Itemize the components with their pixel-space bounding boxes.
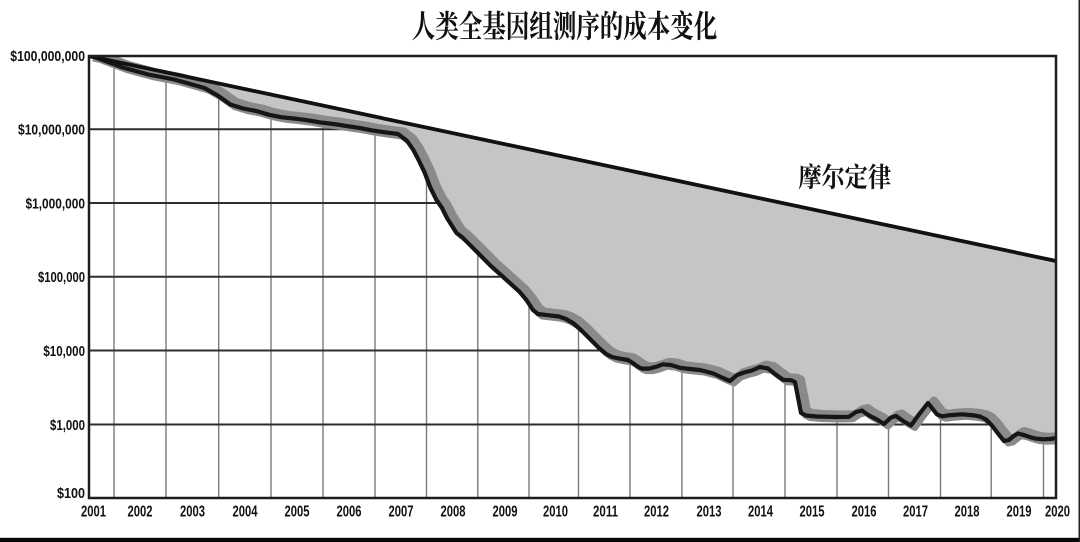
svg-text:2006: 2006 (337, 504, 362, 521)
svg-text:2013: 2013 (697, 504, 722, 521)
svg-text:$100,000,000: $100,000,000 (10, 48, 85, 65)
svg-text:2004: 2004 (233, 504, 258, 521)
svg-text:2016: 2016 (852, 504, 877, 521)
svg-text:2009: 2009 (493, 504, 518, 521)
svg-text:2011: 2011 (593, 504, 618, 521)
svg-text:2003: 2003 (180, 504, 205, 521)
svg-text:$10,000: $10,000 (43, 343, 85, 360)
svg-text:2018: 2018 (955, 504, 980, 521)
svg-text:2020: 2020 (1045, 504, 1070, 521)
svg-text:$10,000,000: $10,000,000 (18, 122, 85, 139)
svg-text:2015: 2015 (800, 504, 825, 521)
svg-text:2001: 2001 (81, 504, 106, 521)
svg-text:2002: 2002 (128, 504, 153, 521)
svg-text:2017: 2017 (903, 504, 928, 521)
svg-text:2014: 2014 (748, 504, 773, 521)
svg-text:$100,000: $100,000 (38, 269, 85, 286)
svg-text:2012: 2012 (644, 504, 669, 521)
svg-text:2019: 2019 (1007, 504, 1032, 521)
svg-text:$1,000,000: $1,000,000 (26, 195, 86, 212)
svg-text:$100: $100 (57, 485, 85, 502)
svg-text:2005: 2005 (285, 504, 310, 521)
svg-text:2008: 2008 (441, 504, 466, 521)
svg-text:$1,000: $1,000 (50, 417, 85, 434)
svg-text:2010: 2010 (543, 504, 568, 521)
svg-text:2007: 2007 (389, 504, 414, 521)
